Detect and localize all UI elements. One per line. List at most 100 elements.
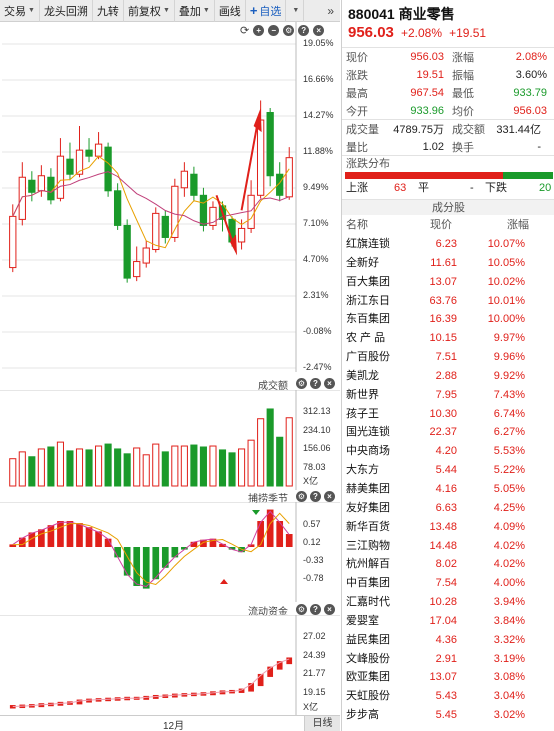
component-row[interactable]: 孩子王 10.30 6.74% [342,405,554,424]
components-title: 成分股 [342,199,554,215]
component-row[interactable]: 汇嘉时代 10.28 3.94% [342,593,554,612]
settings-icon[interactable]: ⚙ [296,491,307,502]
volume-bar [85,449,93,487]
nine-turn-button[interactable]: 九转 [93,0,124,22]
component-price: 4.20 [435,445,457,458]
close-icon[interactable]: × [324,491,335,502]
overlay-menu[interactable]: 叠加 ▼ [175,0,215,22]
watchlist-dropdown[interactable]: ▼ [286,0,305,22]
component-price: 2.88 [435,369,457,382]
adjust-label: 前复权 [127,5,161,18]
candle [75,126,84,178]
ma5-line [12,155,290,249]
component-name: 国光连锁 [346,426,390,439]
component-name: 大东方 [346,464,379,477]
component-row[interactable]: 欧亚集团 13.07 3.08% [342,668,554,687]
component-row[interactable]: 文峰股份 2.91 3.19% [342,650,554,669]
component-row[interactable]: 中百集团 7.54 4.00% [342,574,554,593]
component-row[interactable]: 益民集团 4.36 3.32% [342,631,554,650]
help-icon[interactable]: ? [298,25,310,36]
macd-bar [161,547,169,568]
axis-tick-label: 78.03 [303,462,326,472]
macd-panel-title: 捕捞季节 [248,494,288,505]
volume-bar [228,452,236,487]
volume-panel-title: 成交额 [258,381,288,392]
col-change[interactable]: 涨幅 [507,219,529,231]
component-row[interactable]: 浙江东日 63.76 10.01% [342,292,554,311]
close-icon[interactable]: × [324,604,335,615]
close-icon[interactable]: × [324,378,335,389]
component-row[interactable]: 杭州解百 8.02 4.02% [342,555,554,574]
component-row[interactable]: 新华百货 13.48 4.09% [342,518,554,537]
draw-line-button[interactable]: 画线 [215,0,246,22]
macd-bar [219,543,226,547]
help-icon[interactable]: ? [310,604,321,615]
component-row[interactable]: 天虹股份 5.43 3.04% [342,687,554,706]
component-price: 4.36 [435,633,457,646]
quote-value: 2.08% [515,51,547,63]
settings-icon[interactable]: ⚙ [296,604,307,615]
change-percent: +2.08% [400,26,442,40]
component-row[interactable]: 广百股份 7.51 9.96% [342,348,554,367]
quote-label: 最高 [346,88,368,100]
components-list: 红旗连锁 6.23 10.07% 全新好 11.61 10.05% 百大集团 13.07 10.… [342,235,554,725]
volume-chart[interactable] [0,390,340,490]
component-name: 文峰股份 [346,652,390,665]
component-change: 4.25% [493,501,525,514]
close-icon[interactable]: × [313,25,325,36]
flow-bar [238,688,245,693]
col-price[interactable]: 现价 [430,219,452,231]
component-row[interactable]: 新世界 7.95 7.43% [342,386,554,405]
component-row[interactable]: 东百集团 16.39 10.00% [342,310,554,329]
component-row[interactable]: 国光连锁 22.37 6.27% [342,423,554,442]
component-row[interactable]: 爱婴室 17.04 3.84% [342,612,554,631]
component-row[interactable]: 大东方 5.44 5.22% [342,461,554,480]
settings-icon[interactable]: ⚙ [283,25,295,36]
period-button[interactable]: 日线 [304,716,340,731]
macd-bar [285,534,293,547]
macd-bar [38,529,45,547]
macd-bar [114,547,121,558]
component-name: 广百股份 [346,351,390,364]
volume-bar [276,436,284,487]
candle [190,166,198,202]
component-change: 9.97% [493,332,525,345]
draw-line-label: 画线 [218,5,241,18]
component-row[interactable]: 农 产 品 10.15 9.97% [342,329,554,348]
buy-marker-icon [220,579,228,584]
adjust-menu[interactable]: 前复权 ▼ [124,0,175,22]
leader-review-button[interactable]: 龙头回溯 [40,0,93,22]
component-row[interactable]: 美凯龙 2.88 9.92% [342,367,554,386]
component-row[interactable]: 步步高 5.45 3.02% [342,706,554,725]
help-icon[interactable]: ? [310,378,321,389]
volume-bar [28,456,36,487]
quote-label: 现价 [346,52,368,64]
component-change: 10.01% [487,294,525,307]
component-row[interactable]: 全新好 11.61 10.05% [342,254,554,273]
kline-chart[interactable] [0,22,340,372]
component-price: 22.37 [429,426,457,439]
zoom-out-icon[interactable]: − [268,25,280,36]
settings-icon[interactable]: ⚙ [296,378,307,389]
add-watchlist-button[interactable]: + 自选 [246,0,287,22]
macd-chart[interactable] [0,502,340,602]
component-row[interactable]: 三江购物 14.48 4.02% [342,537,554,556]
component-name: 汇嘉时代 [346,596,390,609]
axis-tick-label: 27.02 [303,631,326,641]
flow-chart[interactable] [0,615,340,715]
help-icon[interactable]: ? [310,491,321,502]
component-row[interactable]: 赫美集团 4.16 5.05% [342,480,554,499]
component-row[interactable]: 百大集团 13.07 10.02% [342,273,554,292]
macd-bar [247,544,255,547]
component-row[interactable]: 中央商场 4.20 5.53% [342,442,554,461]
component-change: 4.02% [493,539,525,552]
component-row[interactable]: 红旗连锁 6.23 10.07% [342,235,554,254]
trade-menu[interactable]: 交易 ▼ [0,0,40,22]
axis-tick-label: 4.70% [303,254,329,264]
zoom-in-icon[interactable]: + [253,25,265,36]
component-row[interactable]: 友好集团 6.63 4.25% [342,499,554,518]
component-name: 百大集团 [346,275,390,288]
refresh-icon[interactable]: ⟳ [240,25,250,37]
col-name[interactable]: 名称 [346,219,368,231]
expand-more-icon[interactable]: » [327,3,334,18]
